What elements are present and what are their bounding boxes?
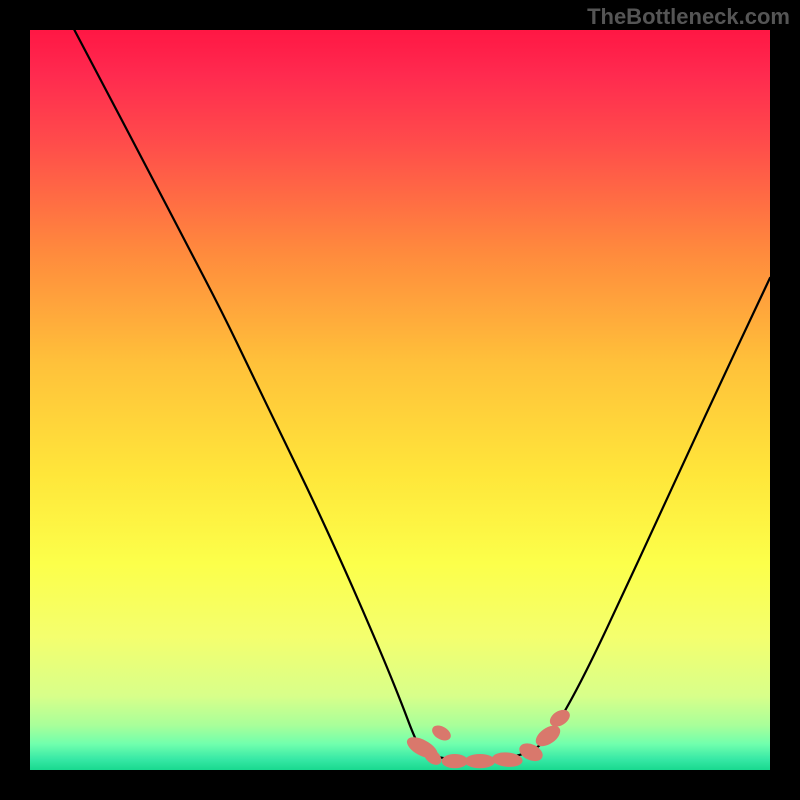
watermark-text: TheBottleneck.com [587, 4, 790, 30]
valley-marker [442, 754, 467, 767]
plot-gradient [30, 30, 770, 770]
valley-marker [465, 754, 495, 767]
chart-svg [0, 0, 800, 800]
chart-container: TheBottleneck.com [0, 0, 800, 800]
